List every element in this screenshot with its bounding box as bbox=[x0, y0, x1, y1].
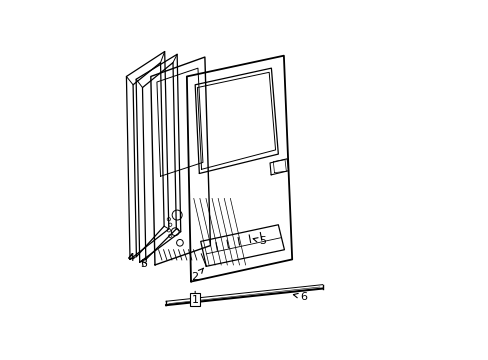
Text: 4: 4 bbox=[127, 253, 134, 263]
Text: 2: 2 bbox=[191, 268, 203, 283]
Text: 1: 1 bbox=[191, 291, 198, 305]
Text: 3: 3 bbox=[140, 258, 147, 269]
Text: 5: 5 bbox=[253, 237, 266, 246]
Text: 6: 6 bbox=[293, 292, 306, 302]
